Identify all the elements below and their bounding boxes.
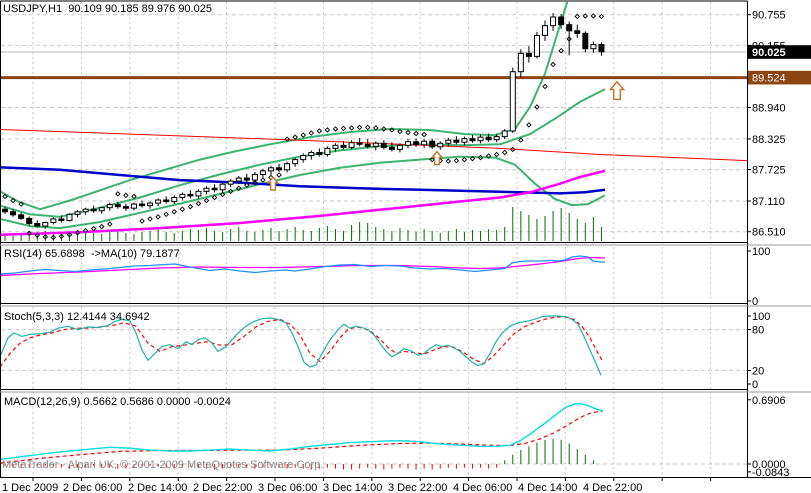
main-pane [1, 2, 747, 241]
time-tick-label: 3 Dec 06:00 [258, 482, 317, 493]
grid-lines [1, 2, 747, 477]
stoch-d-line [1, 316, 603, 367]
rsi-level-label: 100 [752, 246, 770, 258]
stoch-indicator-label: Stoch(5,3,3) 12.4144 34.6942 [4, 311, 150, 323]
macd-pane [1, 402, 604, 470]
ma-magenta [1, 169, 606, 237]
macd-level-label: -0.0843 [752, 467, 789, 479]
rsi-line [1, 255, 605, 275]
stoch-k-line [1, 315, 602, 376]
stoch-level-label: 100 [752, 311, 770, 323]
chart-title: USDJPY,H1 90.109 90.185 89.976 90.025 [3, 3, 212, 15]
time-tick-label: 3 Dec 14:00 [323, 482, 382, 493]
price-tick-label: 87.110 [752, 196, 785, 208]
time-tick-label: 4 Dec 06:00 [453, 482, 512, 493]
pane-borders [0, 0, 811, 478]
watermark: MetaTrader - Alpari UK, © 2001-2009 Meta… [2, 459, 324, 471]
ma-green-band_upper [1, 2, 569, 211]
price-tick-label: 88.940 [752, 102, 786, 114]
price-tick-label: 88.325 [752, 134, 786, 146]
stoch-level-label: 80 [752, 325, 764, 337]
current-price-box: 90.025 [752, 47, 786, 59]
macd-indicator-label: MACD(12,26,9) 0.5662 0.5686 0.0000 -0.00… [4, 396, 231, 408]
rsi-indicator-label: RSI(14) 65.6898 ->MA(10) 79.1877 [4, 248, 180, 260]
macd-line [1, 402, 604, 460]
up-arrow-marker [430, 150, 444, 166]
time-tick-label: 2 Dec 06:00 [63, 482, 122, 493]
stoch-pane [1, 315, 603, 376]
ma-green-band_lower [1, 155, 606, 230]
rsi-level-label: 0 [752, 296, 758, 308]
candles [2, 12, 626, 229]
time-tick-label: 4 Dec 14:00 [518, 482, 577, 493]
hline-price-box: 89.524 [752, 73, 786, 85]
time-tick-label: 1 Dec 2009 [2, 482, 58, 493]
macd-level-label: 0.6906 [752, 395, 786, 407]
time-tick-label: 4 Dec 22:00 [583, 482, 642, 493]
time-axis: 1 Dec 2009 2 Dec 06:00 2 Dec 14:00 2 Dec 22… [2, 478, 712, 493]
price-axis: 90.75590.15588.94088.32587.72587.11086.5… [747, 10, 789, 479]
rsi-pane [1, 255, 606, 277]
time-tick-label: 2 Dec 22:00 [193, 482, 252, 493]
up-arrow-marker [266, 176, 280, 191]
time-tick-label: 3 Dec 22:00 [388, 482, 447, 493]
price-tick-label: 86.510 [752, 227, 786, 239]
up-arrow-marker [608, 80, 626, 101]
rsi-ma-line [1, 256, 606, 277]
price-tick-label: 87.725 [752, 165, 786, 177]
macd-level-label: 0.0000 [752, 459, 786, 471]
price-boxes: 90.025 89.524 [748, 45, 811, 85]
ma-blue [1, 166, 606, 195]
stoch-level-label: 0 [752, 379, 758, 391]
price-tick-label: 90.755 [752, 10, 786, 22]
stoch-level-label: 20 [752, 365, 764, 377]
time-tick-label: 2 Dec 14:00 [128, 482, 187, 493]
